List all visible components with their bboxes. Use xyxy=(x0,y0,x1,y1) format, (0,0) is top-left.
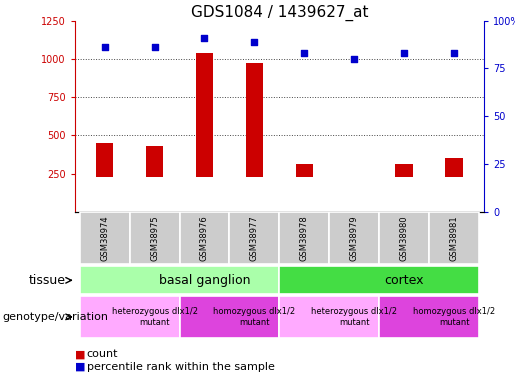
Bar xyxy=(329,212,379,264)
Bar xyxy=(296,165,313,177)
Text: GSM38974: GSM38974 xyxy=(100,215,109,261)
Bar xyxy=(396,165,413,177)
Bar xyxy=(280,296,379,338)
Point xyxy=(300,50,308,56)
Point xyxy=(200,35,209,41)
Bar xyxy=(429,212,479,264)
Text: basal ganglion: basal ganglion xyxy=(159,274,250,287)
Title: GDS1084 / 1439627_at: GDS1084 / 1439627_at xyxy=(191,4,368,21)
Bar xyxy=(246,63,263,177)
Point xyxy=(400,50,408,56)
Text: homozygous dlx1/2
mutant: homozygous dlx1/2 mutant xyxy=(213,307,296,327)
Text: GSM38978: GSM38978 xyxy=(300,215,309,261)
Bar xyxy=(379,296,479,338)
Text: heterozygous dlx1/2
mutant: heterozygous dlx1/2 mutant xyxy=(311,307,397,327)
Text: GSM38981: GSM38981 xyxy=(450,215,459,261)
Bar xyxy=(196,53,213,177)
Text: GSM38977: GSM38977 xyxy=(250,215,259,261)
Bar xyxy=(96,143,113,177)
Text: GSM38979: GSM38979 xyxy=(350,215,359,261)
Text: GSM38976: GSM38976 xyxy=(200,215,209,261)
Bar xyxy=(80,296,180,338)
Point xyxy=(150,44,159,50)
Text: ■: ■ xyxy=(75,362,85,372)
Bar xyxy=(379,212,429,264)
Text: cortex: cortex xyxy=(385,274,424,287)
Bar xyxy=(80,212,130,264)
Text: genotype/variation: genotype/variation xyxy=(3,312,109,322)
Bar xyxy=(180,296,280,338)
Point xyxy=(350,56,358,62)
Bar xyxy=(80,266,280,294)
Bar xyxy=(445,158,463,177)
Text: homozygous dlx1/2
mutant: homozygous dlx1/2 mutant xyxy=(413,307,495,327)
Text: heterozygous dlx1/2
mutant: heterozygous dlx1/2 mutant xyxy=(112,307,198,327)
Text: GSM38980: GSM38980 xyxy=(400,215,409,261)
Point xyxy=(450,50,458,56)
Text: count: count xyxy=(87,350,118,359)
Bar xyxy=(130,212,180,264)
Text: percentile rank within the sample: percentile rank within the sample xyxy=(87,362,274,372)
Text: tissue: tissue xyxy=(28,274,65,287)
Bar xyxy=(146,146,163,177)
Text: ■: ■ xyxy=(75,350,85,359)
Bar xyxy=(230,212,280,264)
Bar xyxy=(180,212,230,264)
Text: GSM38975: GSM38975 xyxy=(150,215,159,261)
Point xyxy=(100,44,109,50)
Bar xyxy=(280,212,329,264)
Bar xyxy=(280,266,479,294)
Point xyxy=(250,39,259,45)
